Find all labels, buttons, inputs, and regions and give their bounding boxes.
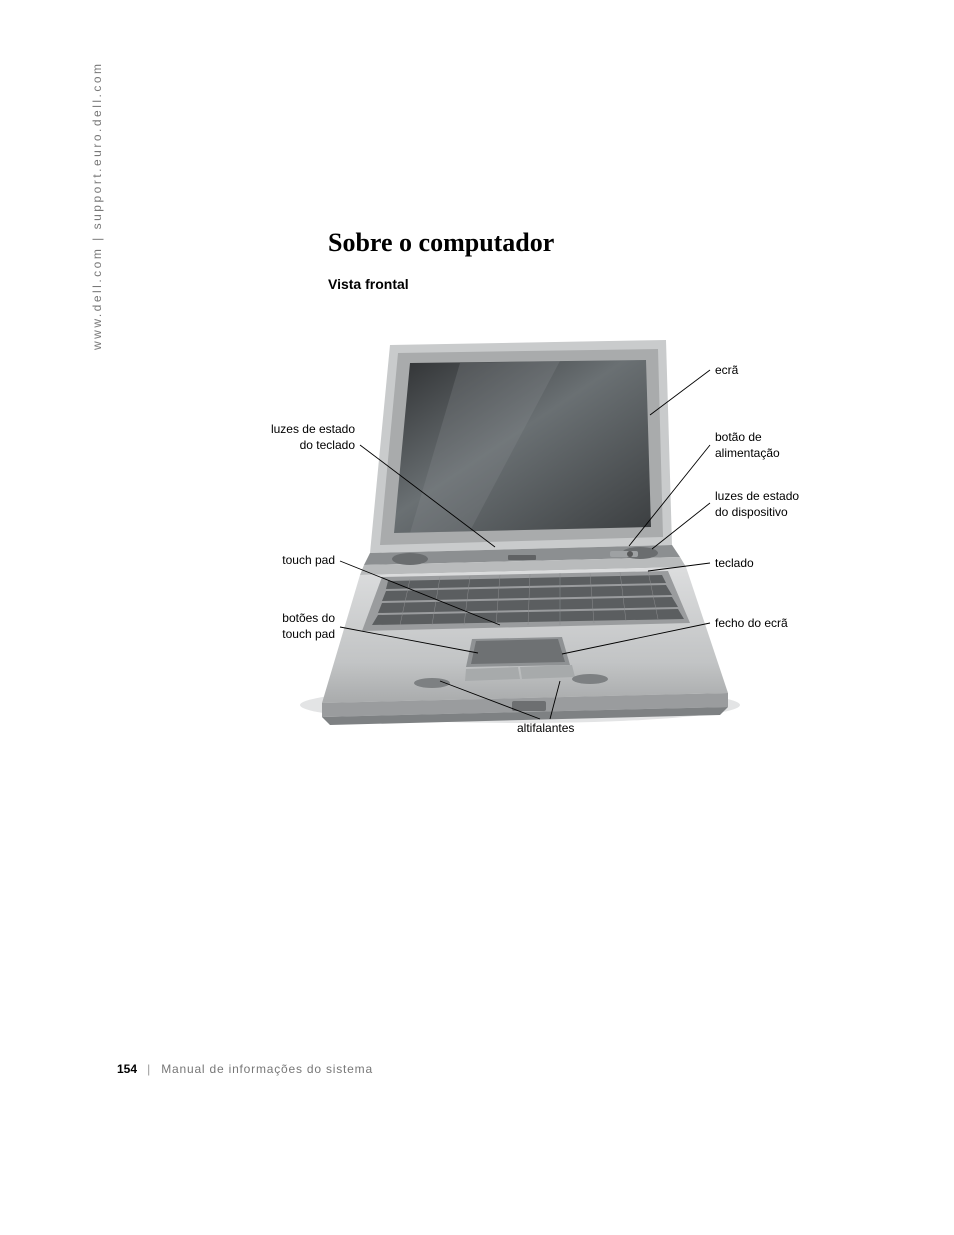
callout-power-button-l1: botão de xyxy=(715,430,762,444)
callout-touchpad-buttons: botões do touch pad xyxy=(250,611,335,642)
callout-keyboard: teclado xyxy=(715,556,754,572)
front-view-diagram: ecrã botão de alimentação luzes de estad… xyxy=(260,305,900,775)
diagram-svg xyxy=(260,305,900,775)
section-heading: Vista frontal xyxy=(328,276,409,292)
page-title: Sobre o computador xyxy=(328,228,554,258)
callout-touchpad-buttons-l2: touch pad xyxy=(282,627,335,641)
page-footer: 154 | Manual de informações do sistema xyxy=(117,1062,373,1076)
callout-speakers: altifalantes xyxy=(517,721,574,737)
footer-title: Manual de informações do sistema xyxy=(161,1062,373,1076)
laptop-base xyxy=(322,567,728,725)
callout-device-lights-l1: luzes de estado xyxy=(715,489,799,503)
callout-screen: ecrã xyxy=(715,363,738,379)
callout-power-button: botão de alimentação xyxy=(715,430,780,461)
callout-display-latch: fecho do ecrã xyxy=(715,616,788,632)
callout-keyboard-lights: luzes de estado do teclado xyxy=(250,422,355,453)
footer-separator: | xyxy=(147,1062,151,1076)
callout-keyboard-lights-l2: do teclado xyxy=(300,438,355,452)
side-url-text: www.dell.com | support.euro.dell.com xyxy=(90,61,104,350)
laptop-lid xyxy=(370,340,672,553)
callout-touchpad: touch pad xyxy=(250,553,335,569)
callout-device-lights: luzes de estado do dispositivo xyxy=(715,489,799,520)
callout-touchpad-buttons-l1: botões do xyxy=(282,611,335,625)
callout-device-lights-l2: do dispositivo xyxy=(715,505,788,519)
page-number: 154 xyxy=(117,1062,137,1076)
callout-keyboard-lights-l1: luzes de estado xyxy=(271,422,355,436)
callout-power-button-l2: alimentação xyxy=(715,446,780,460)
